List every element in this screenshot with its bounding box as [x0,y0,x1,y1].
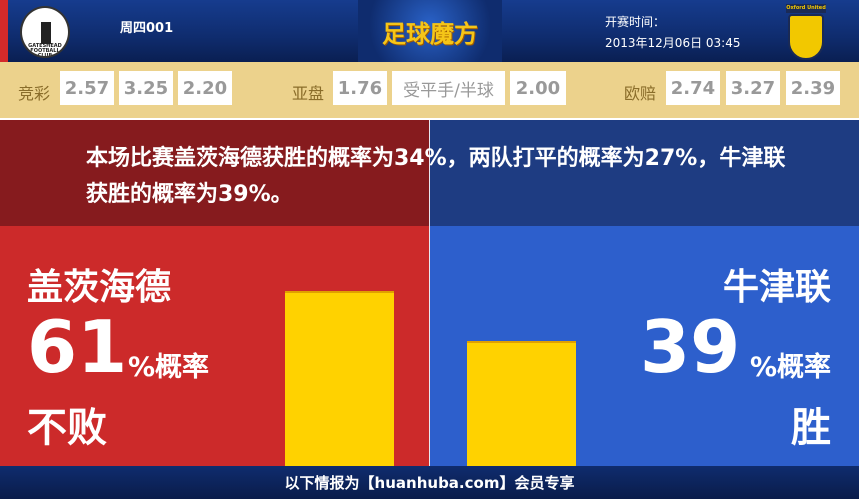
asian-label: 亚盘 [292,84,325,103]
home-team-name: 盖茨海德 [27,267,172,308]
away-pct-suffix: %概率 [749,352,831,383]
accent-strip [0,0,8,62]
center-divider [429,120,430,466]
kickoff-label: 开赛时间： [605,15,666,29]
euro-away: 2.39 [786,71,840,105]
logo-shield [788,14,824,60]
home-logo-text: GATESHEAD FOOTBALL CLUB [28,43,62,58]
members-banner[interactable]: 以下情报为【huanhuba.com】会员专享 [0,466,859,499]
summary-band-home [0,120,429,226]
home-team-logo: GATESHEAD FOOTBALL CLUB [20,6,70,58]
asian-line: 受平手/半球 [392,71,505,105]
logo-figure [41,22,51,44]
brand-logo: 足球魔方 [358,0,502,62]
home-pct-suffix: %概率 [128,352,210,383]
jc-odds-away: 2.20 [178,71,232,105]
away-logo-text: Oxford United [786,4,826,13]
asian-away: 2.00 [510,71,566,105]
euro-label: 欧赔 [624,84,657,103]
away-outcome: 胜 [791,405,831,451]
euro-draw: 3.27 [726,71,780,105]
euro-home: 2.74 [666,71,720,105]
home-probability-bar [285,291,394,466]
divider [0,118,859,120]
away-pct: 39 [640,305,741,389]
jc-label: 竞彩 [18,84,51,103]
home-outcome: 不败 [27,405,107,451]
away-probability-bar [467,341,576,466]
home-pct: 61 [27,305,128,389]
summary-band-away [430,120,859,226]
match-number: 周四001 [120,21,174,36]
probability-summary: 本场比赛盖茨海德获胜的概率为34%，两队打平的概率为27%，牛津联获胜的概率为3… [86,146,786,207]
kickoff-time: 2013年12月06日 03:45 [605,36,741,50]
asian-home: 1.76 [333,71,387,105]
away-team-name: 牛津联 [722,267,831,308]
jc-odds-home: 2.57 [60,71,114,105]
jc-odds-draw: 3.25 [119,71,173,105]
away-team-logo: Oxford United [786,4,826,60]
odds-bar: 竞彩 2.57 3.25 2.20 亚盘 1.76 受平手/半球 2.00 欧赔… [0,62,859,118]
